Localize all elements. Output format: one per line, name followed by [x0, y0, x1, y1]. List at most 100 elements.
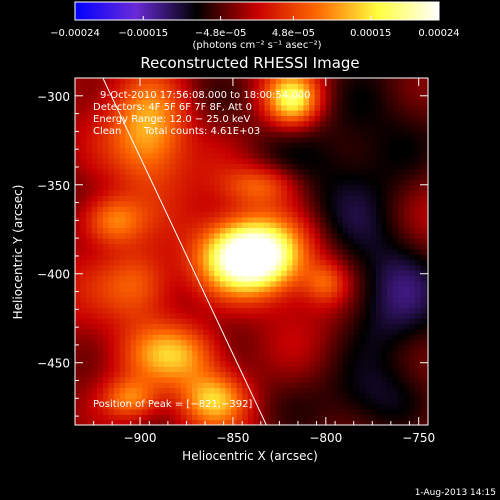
- heatmap-cell: [192, 206, 199, 212]
- heatmap-cell: [80, 350, 87, 357]
- heatmap-cell: [114, 355, 121, 362]
- heatmap-cell: [236, 158, 243, 164]
- heatmap-cell: [203, 318, 210, 325]
- heatmap-cell: [364, 163, 371, 170]
- heatmap-cell: [208, 227, 215, 234]
- heatmap-cell: [158, 104, 165, 111]
- heatmap-cell: [75, 147, 82, 154]
- heatmap-cell: [158, 136, 165, 143]
- heatmap-cell: [370, 334, 377, 341]
- heatmap-cell: [114, 232, 121, 239]
- heatmap-cell: [387, 377, 394, 383]
- heatmap-cell: [186, 280, 193, 287]
- heatmap-cell: [186, 398, 193, 405]
- heatmap-cell: [219, 152, 227, 159]
- heatmap-cell: [164, 163, 171, 170]
- heatmap-cell: [309, 83, 316, 90]
- heatmap-cell: [359, 115, 366, 122]
- heatmap-cell: [164, 248, 171, 255]
- heatmap-cell: [130, 398, 137, 405]
- heatmap-cell: [153, 190, 160, 196]
- heatmap-cell: [415, 184, 422, 191]
- heatmap-cell: [331, 296, 338, 303]
- heatmap-cell: [353, 152, 360, 159]
- heatmap-cell: [225, 232, 232, 239]
- heatmap-cell: [164, 264, 171, 271]
- heatmap-cell: [125, 179, 132, 186]
- heatmap-cell: [119, 158, 126, 164]
- heatmap-cell: [136, 158, 143, 164]
- heatmap-cell: [342, 259, 349, 266]
- heatmap-cell: [97, 377, 104, 383]
- heatmap-cell: [353, 419, 360, 425]
- heatmap-cell: [203, 328, 210, 335]
- heatmap-cell: [119, 179, 126, 186]
- heatmap-cell: [258, 179, 266, 186]
- heatmap-cell: [359, 243, 366, 250]
- heatmap-cell: [208, 163, 215, 170]
- heatmap-cell: [253, 344, 260, 351]
- heatmap-cell: [314, 307, 321, 314]
- heatmap-cell: [342, 88, 349, 95]
- heatmap-cell: [141, 158, 149, 164]
- heatmap-cell: [108, 115, 115, 122]
- heatmap-cell: [231, 99, 238, 106]
- heatmap-cell: [270, 339, 277, 346]
- heatmap-cell: [292, 409, 299, 415]
- heatmap-cell: [225, 83, 232, 90]
- heatmap-cell: [342, 163, 349, 170]
- heatmap-cell: [91, 339, 98, 346]
- heatmap-cell: [203, 419, 210, 425]
- heatmap-cell: [175, 291, 182, 298]
- heatmap-cell: [147, 355, 154, 362]
- heatmap-cell: [381, 227, 388, 234]
- heatmap-cell: [236, 222, 243, 228]
- heatmap-cell: [270, 344, 277, 351]
- heatmap-cell: [376, 291, 383, 298]
- heatmap-cell: [370, 243, 377, 250]
- heatmap-cell: [164, 238, 171, 245]
- heatmap-cell: [342, 270, 349, 277]
- heatmap-cell: [376, 88, 383, 95]
- heatmap-cell: [114, 302, 121, 309]
- heatmap-cell: [214, 377, 221, 383]
- heatmap-cell: [409, 243, 416, 250]
- heatmap-cell: [80, 168, 87, 175]
- heatmap-cell: [292, 195, 299, 202]
- heatmap-cell: [325, 254, 332, 261]
- heatmap-cell: [130, 184, 137, 191]
- heatmap-cell: [91, 414, 98, 421]
- heatmap-cell: [376, 264, 383, 271]
- heatmap-cell: [80, 200, 87, 207]
- heatmap-cell: [147, 248, 154, 255]
- heatmap-cell: [376, 110, 383, 116]
- heatmap-cell: [114, 409, 121, 415]
- heatmap-cell: [231, 104, 238, 111]
- heatmap-cell: [141, 409, 149, 415]
- heatmap-cell: [353, 307, 360, 314]
- heatmap-cell: [164, 334, 171, 341]
- heatmap-cell: [242, 259, 249, 266]
- heatmap-cell: [309, 259, 316, 266]
- heatmap-cell: [376, 312, 383, 319]
- heatmap-cell: [180, 398, 188, 405]
- heatmap-cell: [75, 94, 82, 100]
- heatmap-cell: [141, 195, 149, 202]
- heatmap-cell: [331, 115, 338, 122]
- heatmap-cell: [180, 339, 188, 346]
- heatmap-cell: [225, 323, 232, 330]
- heatmap-cell: [292, 259, 299, 266]
- heatmap-cell: [331, 302, 338, 309]
- heatmap-cell: [403, 286, 410, 293]
- heatmap-cell: [197, 344, 204, 351]
- heatmap-cell: [175, 409, 182, 415]
- heatmap-cell: [231, 302, 238, 309]
- heatmap-cell: [314, 168, 321, 175]
- heatmap-cell: [253, 259, 260, 266]
- heatmap-cell: [292, 163, 299, 170]
- heatmap-cell: [180, 104, 188, 111]
- heatmap-cell: [270, 355, 277, 362]
- heatmap-cell: [80, 131, 87, 138]
- heatmap-cell: [169, 339, 176, 346]
- heatmap-cell: [203, 136, 210, 143]
